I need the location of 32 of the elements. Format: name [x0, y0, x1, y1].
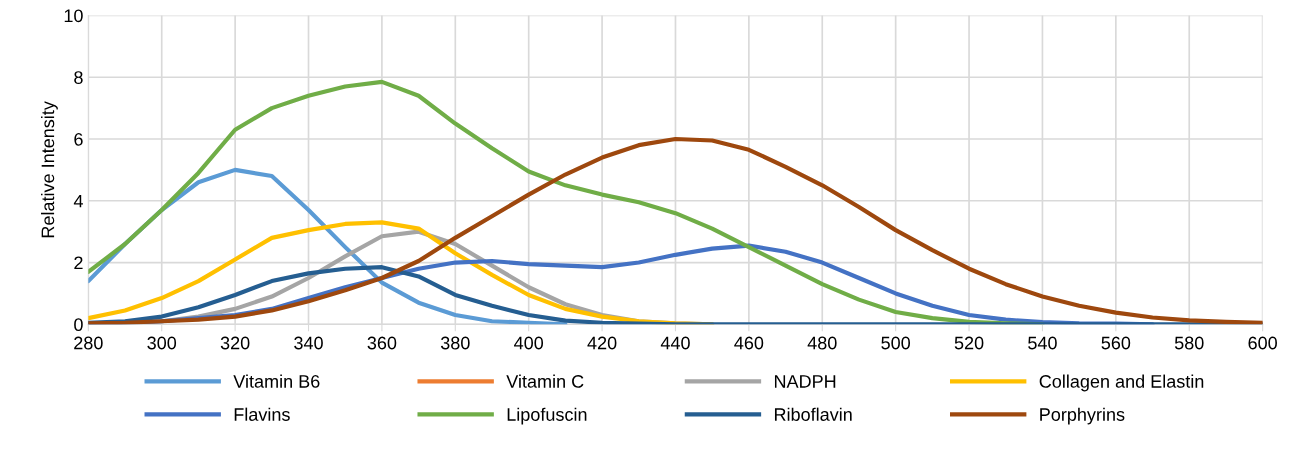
y-tick-label: 6: [74, 132, 83, 146]
x-tick-label: 320: [220, 336, 250, 350]
y-tick-label: 10: [64, 9, 83, 23]
legend-label: Riboflavin: [774, 407, 852, 421]
x-tick-label: 560: [1101, 336, 1131, 350]
x-tick-label: 460: [734, 336, 764, 350]
x-tick-label: 540: [1028, 336, 1057, 350]
x-tick-label: 400: [514, 336, 544, 350]
x-tick-label: 380: [440, 336, 470, 350]
legend-label: Porphyrins: [1040, 407, 1125, 425]
x-tick-label: 520: [954, 336, 984, 350]
x-tick-label: 360: [367, 336, 397, 350]
legend-label: Vitamin B6: [233, 374, 320, 388]
x-tick-label: 440: [660, 336, 690, 350]
y-axis-title: Relative Intensity: [41, 101, 58, 238]
x-tick-label: 500: [881, 336, 911, 350]
x-tick-label: 600: [1248, 336, 1277, 350]
legend-label: NADPH: [774, 375, 836, 388]
x-tick-label: 280: [74, 336, 103, 350]
y-tick-label: 4: [73, 194, 83, 208]
x-tick-label: 480: [807, 336, 837, 350]
x-tick-label: 340: [294, 336, 323, 350]
legend-label: Vitamin C: [506, 374, 584, 388]
legend-label: Lipofuscin: [507, 407, 587, 425]
legend-label: Flavins: [234, 407, 290, 421]
y-tick-label: 0: [74, 318, 83, 332]
x-tick-label: 420: [587, 336, 617, 350]
x-tick-label: 580: [1174, 336, 1204, 350]
y-tick-label: 2: [74, 256, 83, 270]
legend-label: Collagen and Elastin: [1039, 374, 1204, 392]
x-tick-label: 300: [147, 336, 177, 350]
y-tick-label: 8: [74, 71, 83, 84]
